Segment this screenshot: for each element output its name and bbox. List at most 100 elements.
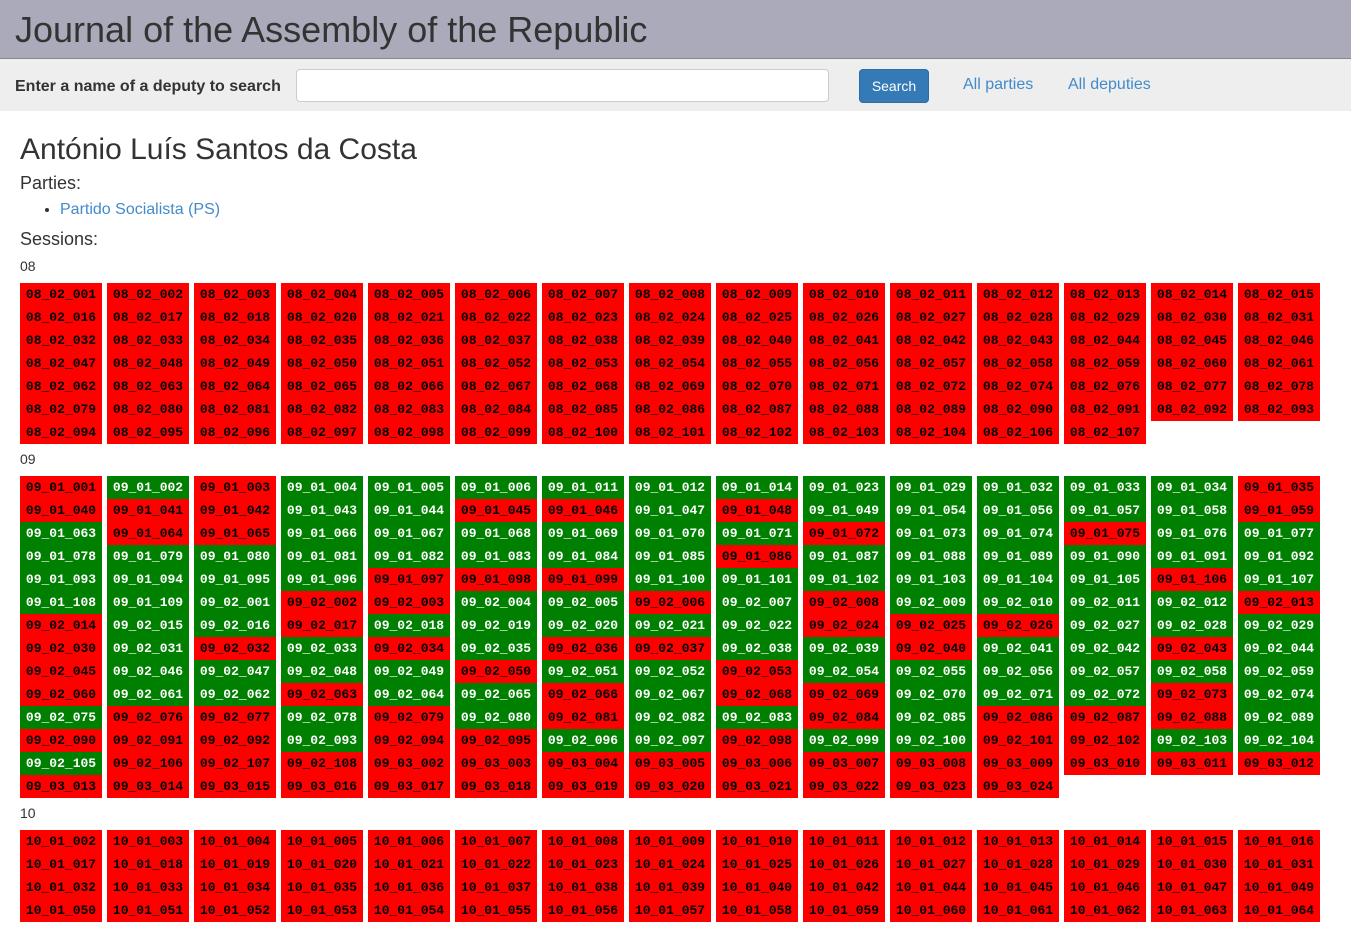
session-present[interactable]: 09_01_049	[803, 499, 885, 522]
session-absent[interactable]: 09_01_075	[1064, 522, 1146, 545]
session-present[interactable]: 09_02_007	[716, 591, 798, 614]
session-absent[interactable]: 08_02_068	[542, 375, 624, 398]
session-present[interactable]: 09_01_073	[890, 522, 972, 545]
session-absent[interactable]: 08_02_063	[107, 375, 189, 398]
session-present[interactable]: 09_02_027	[1064, 614, 1146, 637]
session-absent[interactable]: 10_01_037	[455, 876, 537, 899]
session-present[interactable]: 09_01_103	[890, 568, 972, 591]
session-absent[interactable]: 08_02_022	[455, 306, 537, 329]
session-absent[interactable]: 09_02_092	[194, 729, 276, 752]
session-absent[interactable]: 09_03_018	[455, 775, 537, 798]
session-present[interactable]: 09_02_038	[716, 637, 798, 660]
session-absent[interactable]: 10_01_042	[803, 876, 885, 899]
session-present[interactable]: 09_01_084	[542, 545, 624, 568]
session-absent[interactable]: 10_01_046	[1064, 876, 1146, 899]
session-absent[interactable]: 09_01_041	[107, 499, 189, 522]
session-present[interactable]: 09_02_105	[20, 752, 102, 775]
session-absent[interactable]: 08_02_030	[1151, 306, 1233, 329]
session-absent[interactable]: 08_02_098	[368, 421, 450, 444]
session-present[interactable]: 09_02_039	[803, 637, 885, 660]
session-absent[interactable]: 08_02_011	[890, 283, 972, 306]
session-present[interactable]: 09_02_042	[1064, 637, 1146, 660]
session-absent[interactable]: 08_02_017	[107, 306, 189, 329]
session-present[interactable]: 09_01_096	[281, 568, 363, 591]
session-present[interactable]: 09_01_067	[368, 522, 450, 545]
session-present[interactable]: 09_02_058	[1151, 660, 1233, 683]
session-absent[interactable]: 09_01_046	[542, 499, 624, 522]
session-present[interactable]: 09_01_095	[194, 568, 276, 591]
session-present[interactable]: 09_01_090	[1064, 545, 1146, 568]
session-absent[interactable]: 08_02_072	[890, 375, 972, 398]
session-present[interactable]: 09_02_065	[455, 683, 537, 706]
session-present[interactable]: 09_01_074	[977, 522, 1059, 545]
session-absent[interactable]: 08_02_006	[455, 283, 537, 306]
session-present[interactable]: 09_02_082	[629, 706, 711, 729]
session-present[interactable]: 09_01_079	[107, 545, 189, 568]
session-absent[interactable]: 08_02_106	[977, 421, 1059, 444]
session-absent[interactable]: 09_02_032	[194, 637, 276, 660]
session-absent[interactable]: 10_01_006	[368, 830, 450, 853]
session-present[interactable]: 09_02_080	[455, 706, 537, 729]
session-present[interactable]: 09_02_004	[455, 591, 537, 614]
session-absent[interactable]: 08_02_104	[890, 421, 972, 444]
session-absent[interactable]: 10_01_050	[20, 899, 102, 922]
session-absent[interactable]: 08_02_057	[890, 352, 972, 375]
session-present[interactable]: 09_02_035	[455, 637, 537, 660]
session-present[interactable]: 09_01_088	[890, 545, 972, 568]
session-absent[interactable]: 08_02_074	[977, 375, 1059, 398]
session-absent[interactable]: 08_02_046	[1238, 329, 1320, 352]
session-present[interactable]: 09_01_093	[20, 568, 102, 591]
session-present[interactable]: 09_02_028	[1151, 614, 1233, 637]
session-absent[interactable]: 10_01_011	[803, 830, 885, 853]
session-present[interactable]: 09_02_015	[107, 614, 189, 637]
session-present[interactable]: 09_02_009	[890, 591, 972, 614]
session-present[interactable]: 09_02_056	[977, 660, 1059, 683]
session-absent[interactable]: 08_02_012	[977, 283, 1059, 306]
session-absent[interactable]: 08_02_029	[1064, 306, 1146, 329]
session-present[interactable]: 09_02_005	[542, 591, 624, 614]
session-absent[interactable]: 08_02_038	[542, 329, 624, 352]
session-absent[interactable]: 10_01_045	[977, 876, 1059, 899]
session-present[interactable]: 09_01_032	[977, 476, 1059, 499]
session-present[interactable]: 09_01_056	[977, 499, 1059, 522]
session-absent[interactable]: 08_02_102	[716, 421, 798, 444]
all-deputies-link[interactable]: All deputies	[1068, 76, 1151, 93]
session-absent[interactable]: 08_02_001	[20, 283, 102, 306]
session-present[interactable]: 09_02_018	[368, 614, 450, 637]
session-present[interactable]: 09_01_089	[977, 545, 1059, 568]
session-present[interactable]: 09_01_005	[368, 476, 450, 499]
session-absent[interactable]: 09_02_066	[542, 683, 624, 706]
session-present[interactable]: 09_02_057	[1064, 660, 1146, 683]
session-absent[interactable]: 08_02_031	[1238, 306, 1320, 329]
session-present[interactable]: 09_01_107	[1238, 568, 1320, 591]
session-present[interactable]: 09_01_083	[455, 545, 537, 568]
session-absent[interactable]: 09_02_008	[803, 591, 885, 614]
session-absent[interactable]: 10_01_049	[1238, 876, 1320, 899]
session-absent[interactable]: 10_01_031	[1238, 853, 1320, 876]
session-absent[interactable]: 10_01_010	[716, 830, 798, 853]
session-present[interactable]: 09_02_019	[455, 614, 537, 637]
session-absent[interactable]: 08_02_077	[1151, 375, 1233, 398]
session-absent[interactable]: 08_02_023	[542, 306, 624, 329]
session-absent[interactable]: 08_02_066	[368, 375, 450, 398]
session-absent[interactable]: 08_02_024	[629, 306, 711, 329]
session-absent[interactable]: 09_03_002	[368, 752, 450, 775]
session-absent[interactable]: 09_02_026	[977, 614, 1059, 637]
session-present[interactable]: 09_01_101	[716, 568, 798, 591]
session-absent[interactable]: 08_02_059	[1064, 352, 1146, 375]
session-absent[interactable]: 10_01_004	[194, 830, 276, 853]
session-absent[interactable]: 10_01_030	[1151, 853, 1233, 876]
session-absent[interactable]: 08_02_044	[1064, 329, 1146, 352]
session-present[interactable]: 09_01_076	[1151, 522, 1233, 545]
session-absent[interactable]: 09_03_013	[20, 775, 102, 798]
session-absent[interactable]: 10_01_060	[890, 899, 972, 922]
session-absent[interactable]: 08_02_043	[977, 329, 1059, 352]
session-absent[interactable]: 08_02_026	[803, 306, 885, 329]
session-absent[interactable]: 08_02_051	[368, 352, 450, 375]
session-present[interactable]: 09_01_063	[20, 522, 102, 545]
session-absent[interactable]: 09_02_025	[890, 614, 972, 637]
session-absent[interactable]: 10_01_054	[368, 899, 450, 922]
session-absent[interactable]: 09_03_012	[1238, 752, 1320, 775]
session-present[interactable]: 09_02_071	[977, 683, 1059, 706]
session-absent[interactable]: 08_02_065	[281, 375, 363, 398]
